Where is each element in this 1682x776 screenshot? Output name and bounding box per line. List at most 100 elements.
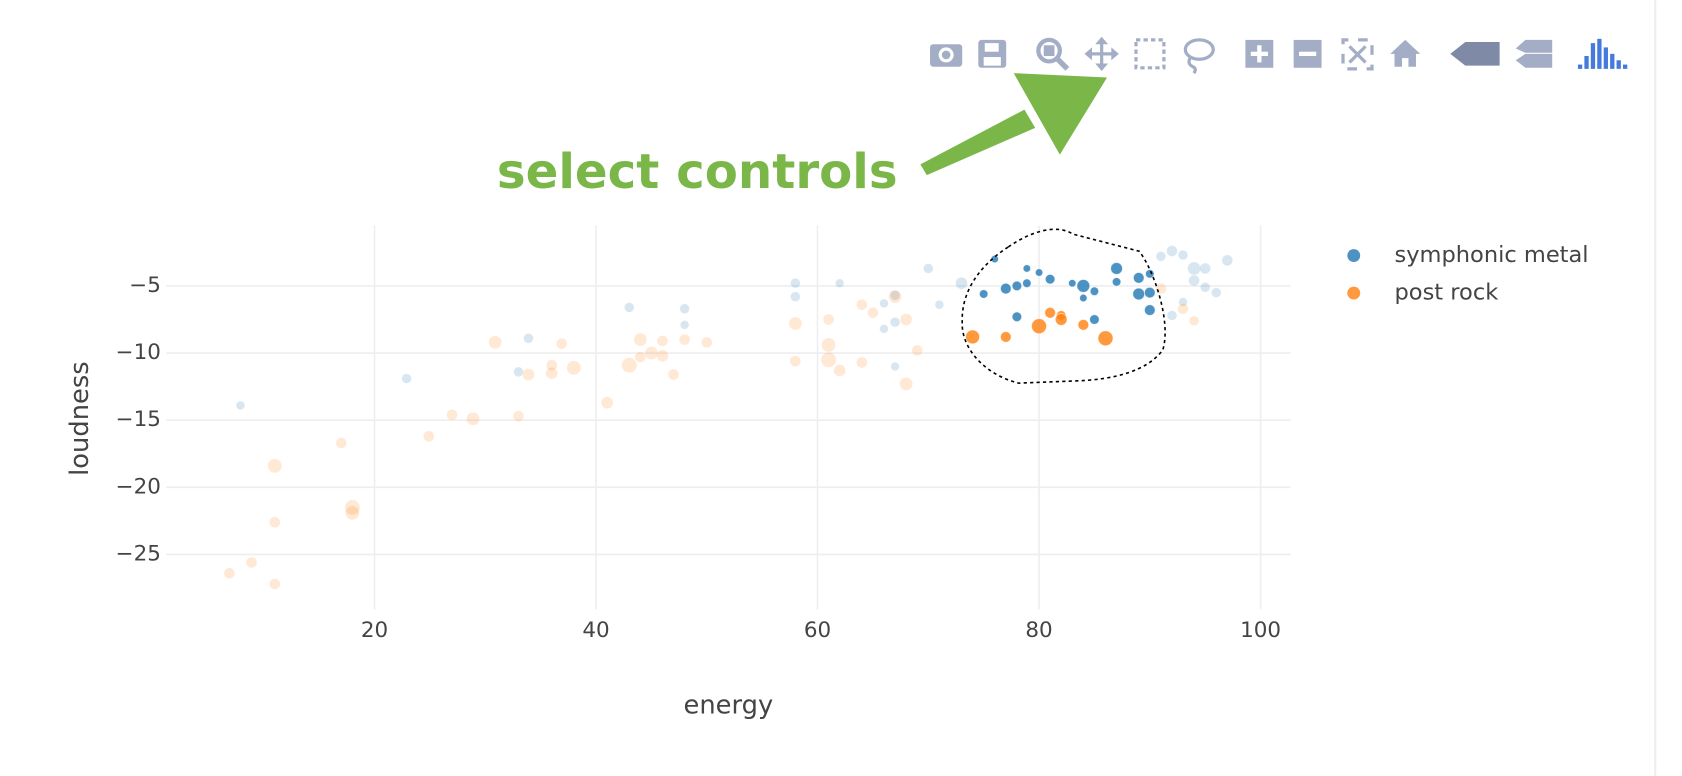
scatter-point (821, 337, 837, 353)
scatter-point (267, 458, 283, 474)
scatter-point (1031, 318, 1047, 335)
scatter-point (1011, 280, 1023, 292)
scatter-point (1199, 281, 1211, 293)
modebar[interactable] (930, 36, 1628, 75)
x-tick-label: 80 (1025, 618, 1052, 643)
scatter-point (1178, 297, 1188, 307)
scatter-point (512, 410, 525, 422)
scatter-point (621, 357, 638, 374)
zoom-out-icon[interactable] (1293, 39, 1322, 68)
scatter-point (1188, 274, 1200, 287)
scatter-point (656, 349, 669, 363)
scatter-point (889, 316, 901, 328)
scatter-point (1044, 273, 1056, 285)
lasso-select-icon[interactable] (1183, 38, 1215, 75)
x-tick-label: 100 (1240, 618, 1281, 643)
scatter-point (1155, 282, 1167, 295)
legend-label: post rock (1395, 280, 1499, 306)
scatter-point (679, 320, 690, 330)
y-tick-label: −20 (116, 474, 161, 499)
scatter-point (344, 505, 360, 521)
scatter-point (623, 302, 635, 313)
scatter-point (401, 373, 412, 384)
scatter-point (890, 361, 900, 372)
scatter-point (820, 351, 837, 368)
scatter-point (934, 299, 945, 310)
scatter-point (879, 324, 889, 334)
zoom-icon[interactable] (1036, 37, 1070, 71)
scatter-point (955, 276, 968, 290)
scatter-point (789, 355, 802, 367)
reset-icon[interactable] (1390, 39, 1421, 67)
scatter-point (790, 277, 801, 289)
scatter-point (856, 298, 868, 311)
scatter-point (1144, 304, 1156, 316)
scatter-point (488, 335, 503, 350)
box-select-icon[interactable] (1134, 38, 1166, 70)
spike-icon[interactable] (1450, 42, 1500, 66)
y-tick-label: −5 (129, 273, 161, 298)
scatter-point (822, 313, 835, 326)
scatter-point (1044, 306, 1056, 319)
scatter-point (235, 400, 246, 411)
hover-compare-icon[interactable] (1515, 39, 1553, 68)
x-tick-label: 20 (361, 618, 388, 643)
plotly-logo[interactable] (1577, 38, 1628, 69)
x-tick-label: 60 (804, 618, 831, 643)
save-icon[interactable] (978, 39, 1007, 68)
scatter-point (1111, 277, 1122, 287)
scatter-point (1166, 310, 1178, 321)
scatter-point (545, 359, 558, 371)
scatter-point (1079, 293, 1088, 303)
scatter-point (566, 360, 582, 376)
scatter-point (269, 578, 281, 590)
scatter-point (834, 278, 845, 288)
scatter-point (1166, 245, 1178, 257)
scatter-point (1089, 314, 1100, 325)
scatter-point (1132, 272, 1145, 284)
scatter-point (555, 337, 568, 350)
scatter-point (990, 254, 999, 264)
scatter-point (1054, 313, 1068, 326)
legend-marker (1347, 286, 1361, 300)
scatter-point (1187, 261, 1201, 276)
scatter-point (965, 329, 980, 345)
scatter-point (1000, 331, 1012, 343)
scatter-point (545, 366, 559, 380)
scatter-point (1022, 278, 1032, 288)
x-axis-title: energy (684, 691, 774, 721)
scatter-point (867, 306, 879, 319)
scatter-point (466, 411, 480, 426)
scatter-point (1077, 319, 1090, 331)
scatter-point (1034, 268, 1044, 277)
scatter-point (1068, 279, 1077, 288)
scatter-point (1011, 311, 1023, 323)
scatter-point (1022, 264, 1032, 273)
scatter-point (667, 368, 680, 381)
scatter-point (633, 332, 648, 347)
scatter-point (446, 409, 458, 421)
scatter-point (1132, 287, 1146, 301)
scatter-point (223, 567, 236, 580)
scatter-point (978, 289, 989, 299)
scatter-point (1188, 315, 1200, 327)
y-tick-label: −15 (116, 407, 161, 432)
camera-icon[interactable] (930, 44, 963, 67)
scatter-point (899, 313, 913, 326)
scatter-point (833, 364, 847, 377)
pan-icon[interactable] (1084, 36, 1119, 72)
zoom-in-icon[interactable] (1245, 39, 1274, 68)
scatter-point (1089, 286, 1100, 297)
scatter-point (513, 366, 524, 378)
autoscale-icon[interactable] (1341, 38, 1374, 71)
lasso-outline (961, 228, 1166, 384)
scatter-point (422, 430, 435, 443)
scatter-point (344, 499, 361, 516)
scatter-point (644, 346, 659, 360)
scatter-point (700, 336, 713, 349)
scatter-point (879, 298, 889, 309)
scatter-point (335, 437, 348, 449)
scatter-point (888, 289, 902, 304)
scatter-point (1177, 249, 1189, 261)
